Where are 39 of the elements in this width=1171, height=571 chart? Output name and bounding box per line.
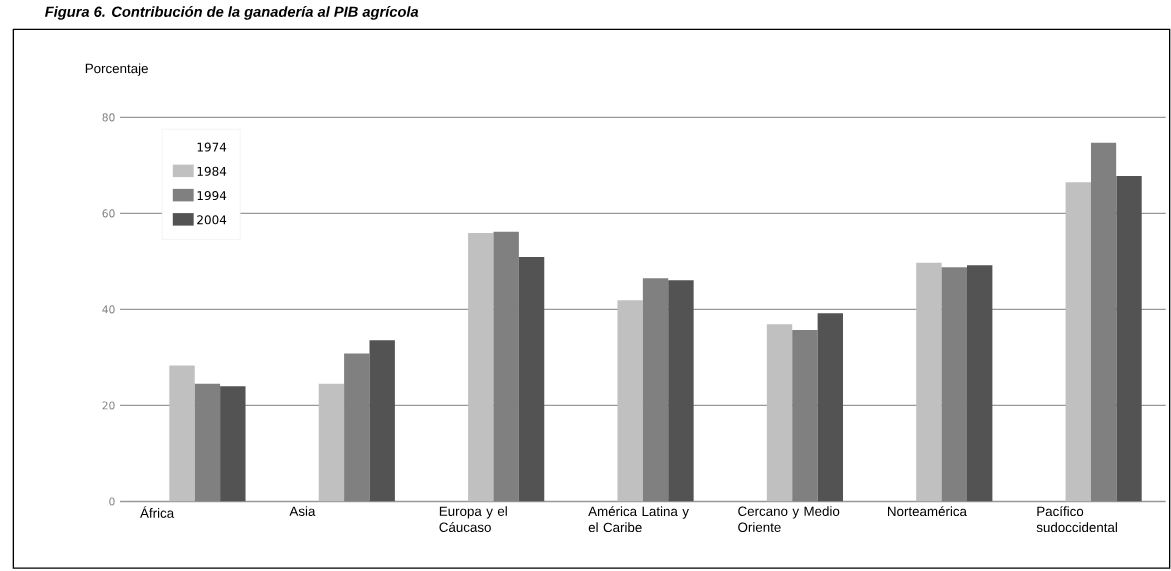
bar (941, 267, 967, 502)
x-tick-label: Asia (289, 506, 316, 517)
x-tick-label: África (140, 506, 175, 518)
legend-label: 2004 (197, 215, 227, 225)
bar (1090, 142, 1117, 502)
chart-title: Figura 6. Contribución de la ganadería al PIB agrícola (44, 6, 419, 20)
x-tick-label: Europa y el Cáucaso (439, 506, 507, 533)
x-tick-label: Pacífico sudoccidental (1036, 506, 1117, 533)
bar (668, 280, 694, 502)
bar (344, 353, 370, 502)
bar (792, 330, 818, 502)
y-tick-label: 60 (102, 209, 115, 218)
bar (518, 257, 545, 502)
bar (817, 313, 844, 502)
bar (369, 340, 395, 502)
legend-label: 1984 (197, 166, 227, 176)
bar (1116, 176, 1142, 502)
bar (169, 365, 195, 502)
legend-label: 1994 (197, 191, 227, 201)
y-tick-label: 0 (109, 497, 115, 506)
bar (916, 262, 942, 502)
y-tick-label: 40 (102, 305, 115, 314)
bar (766, 324, 793, 502)
bar (966, 265, 993, 502)
x-tick-label: Cercano y Medio Oriente (738, 506, 840, 533)
x-tick-label: Norteamérica (888, 506, 967, 517)
bar (1065, 182, 1091, 502)
bar (468, 233, 494, 502)
bar (194, 383, 221, 502)
y-tick-label: 80 (102, 113, 115, 122)
bar (642, 278, 669, 502)
bar (220, 386, 246, 502)
x-tick-label: América Latina y el Caribe (588, 506, 689, 533)
y-axis-title: Porcentaje (85, 63, 148, 76)
bar (617, 300, 643, 502)
bar (318, 383, 345, 502)
y-tick-label: 20 (102, 401, 115, 410)
text: 1974 (197, 142, 227, 152)
bar (493, 231, 519, 502)
